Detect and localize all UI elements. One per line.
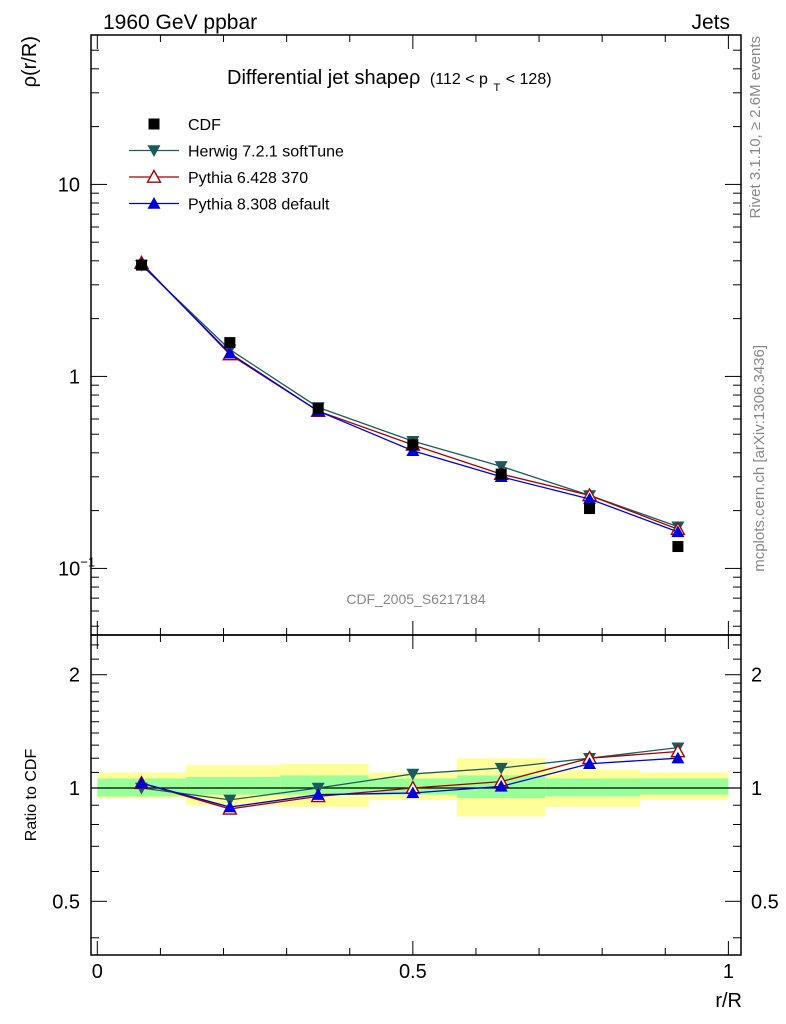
data-point-cdf xyxy=(224,337,236,349)
data-point-cdf xyxy=(407,439,419,451)
ratio-axis-label: Ratio to CDF xyxy=(23,749,40,842)
legend-item-cdf: CDF xyxy=(148,117,221,134)
ratio-point-pythia8 xyxy=(134,776,148,789)
ratio-tick-label-left: 1 xyxy=(69,778,80,800)
legend: CDF Herwig 7.2.1 softTune Pythia 6.428 370… xyxy=(129,117,344,214)
ratio-frame xyxy=(90,634,742,956)
ratio-point-pythia8 xyxy=(671,751,685,764)
chart-title-suffix: (112 < p xyxy=(430,71,488,88)
y-axis-label: ρ(r/R) xyxy=(19,36,41,87)
legend-marker xyxy=(147,145,161,157)
legend-item-herwig: Herwig 7.2.1 softTune xyxy=(129,144,344,161)
data-point-cdf xyxy=(312,403,324,415)
y-tick-label: 10−1 xyxy=(58,554,95,580)
data-point-cdf xyxy=(672,541,684,553)
legend-marker xyxy=(147,197,161,209)
ratio-point-herwig xyxy=(406,768,420,781)
header-right: Jets xyxy=(691,11,730,34)
ratio-tick-label-right: 0.5 xyxy=(751,891,779,913)
y-tick-label: 10 xyxy=(58,174,80,196)
legend-marker xyxy=(146,169,162,183)
ratio-tick-label-right: 1 xyxy=(751,778,762,800)
legend-label: CDF xyxy=(188,117,221,134)
x-tick-label: 0.5 xyxy=(399,961,427,983)
analysis-watermark: CDF_2005_S6217184 xyxy=(346,591,486,607)
mcplots-label: mcplots.cern.ch [arXiv:1306.3436] xyxy=(751,345,768,572)
legend-label: Pythia 6.428 370 xyxy=(188,170,308,187)
data-point-cdf xyxy=(584,503,596,515)
ratio-point-pythia8 xyxy=(223,800,237,813)
data-point-pythia8 xyxy=(583,492,597,505)
legend-item-pythia8: Pythia 8.308 default xyxy=(129,197,330,214)
ratio-point-pythia8 xyxy=(406,786,420,799)
data-point-pythia8 xyxy=(671,525,685,538)
band-green xyxy=(640,778,729,795)
x-tick-label: 0 xyxy=(92,961,103,983)
chart-title-main: Differential jet shapeρ xyxy=(227,67,420,89)
ratio-tick-label-left: 0.5 xyxy=(52,891,80,913)
series-layer xyxy=(133,254,686,815)
ratio-point-pythia8 xyxy=(583,757,597,769)
ratio-tick-label-right: 2 xyxy=(751,665,762,687)
x-axis-label: r/R xyxy=(715,990,742,1012)
ratio-point-herwig xyxy=(494,762,508,775)
x-tick-label: 1 xyxy=(723,961,734,983)
header-left: 1960 GeV ppbar xyxy=(103,11,257,34)
data-point-cdf xyxy=(495,468,507,480)
series-cdf xyxy=(135,259,684,553)
chart-title-sub: T xyxy=(493,82,500,94)
legend-item-pythia6: Pythia 6.428 370 xyxy=(129,169,308,187)
chart-title: Differential jet shapeρ (112 < p T < 128… xyxy=(227,67,552,96)
y-tick-label: 1 xyxy=(69,366,80,388)
ratio-point-pythia8 xyxy=(494,779,508,792)
ratio-point-herwig xyxy=(223,794,237,807)
legend-label: Herwig 7.2.1 softTune xyxy=(188,144,344,161)
y-tick-exponent: −1 xyxy=(80,554,95,569)
chart-title-tail: < 128) xyxy=(506,71,552,88)
legend-marker xyxy=(148,118,160,130)
data-point-cdf xyxy=(135,259,147,271)
legend-label: Pythia 8.308 default xyxy=(188,197,330,214)
band-green xyxy=(185,776,281,795)
ratio-point-pythia8 xyxy=(311,788,325,800)
main-panel xyxy=(91,35,741,635)
ratio-tick-label-left: 2 xyxy=(69,665,80,687)
data-point-pythia8 xyxy=(223,346,237,359)
rivet-label: Rivet 3.1.10, ≥ 2.6M events xyxy=(747,36,764,219)
